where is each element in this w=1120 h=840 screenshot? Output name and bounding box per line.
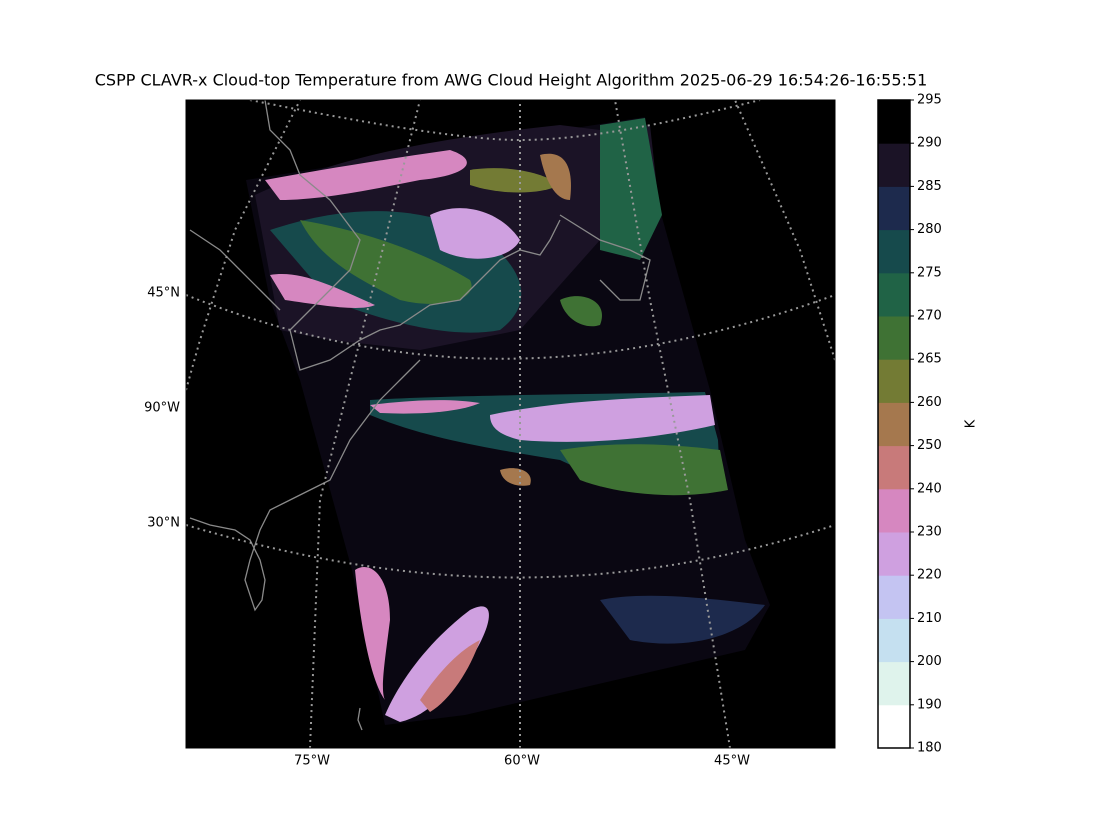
colorbar-bin — [878, 488, 910, 533]
colorbar-bin — [878, 445, 910, 490]
colorbar-bin — [878, 704, 910, 749]
colorbar-tick-label: 250 — [917, 438, 942, 453]
colorbar-bin — [878, 661, 910, 706]
colorbar-bin — [878, 532, 910, 576]
colorbar-bin — [878, 143, 910, 187]
map-title: CSPP CLAVR-x Cloud-top Temperature from … — [95, 71, 928, 90]
lat-label: 90°W — [144, 401, 180, 416]
colorbar-bin — [878, 402, 910, 447]
graticule — [186, 100, 835, 748]
lat-label: 30°N — [147, 516, 180, 531]
colorbar-tick-label: 230 — [917, 525, 942, 540]
lon-label: 60°W — [504, 754, 540, 769]
colorbar-tick-label: 280 — [917, 222, 942, 237]
colorbar-bin — [878, 316, 910, 360]
colorbar-tick-label: 200 — [917, 654, 942, 669]
colorbar-tick-label: 265 — [917, 352, 942, 367]
map-area — [186, 100, 835, 748]
colorbar-tick-label: 240 — [917, 481, 942, 496]
colorbar-tick-label: 210 — [917, 611, 942, 626]
colorbar-tick-label: 260 — [917, 395, 942, 410]
colorbar-tick-label: 275 — [917, 265, 942, 280]
colorbar-tick-label: 285 — [917, 179, 942, 194]
coastlines — [189, 100, 651, 731]
colorbar-bin — [878, 272, 910, 317]
lon-label: 75°W — [294, 754, 330, 769]
colorbar-tick-label: 220 — [917, 568, 942, 583]
colorbar-label: K — [964, 419, 979, 428]
colorbar-tick-label: 180 — [917, 741, 942, 756]
colorbar-bin — [878, 359, 910, 403]
map-frame — [185, 99, 836, 749]
colorbar-bin — [878, 186, 910, 231]
colorbar-bin — [878, 575, 910, 619]
colorbar-frame — [877, 99, 911, 749]
colorbar-bin — [878, 618, 910, 663]
colorbar-bin — [878, 229, 910, 274]
lat-label: 45°N — [147, 286, 180, 301]
colorbar-tick-label: 270 — [917, 309, 942, 324]
lon-label: 45°W — [714, 754, 750, 769]
colorbar-tick-label: 190 — [917, 697, 942, 712]
colorbar-tick-label: 290 — [917, 136, 942, 151]
colorbar-tick-label: 295 — [917, 93, 942, 108]
colorbar-bin — [878, 100, 910, 144]
